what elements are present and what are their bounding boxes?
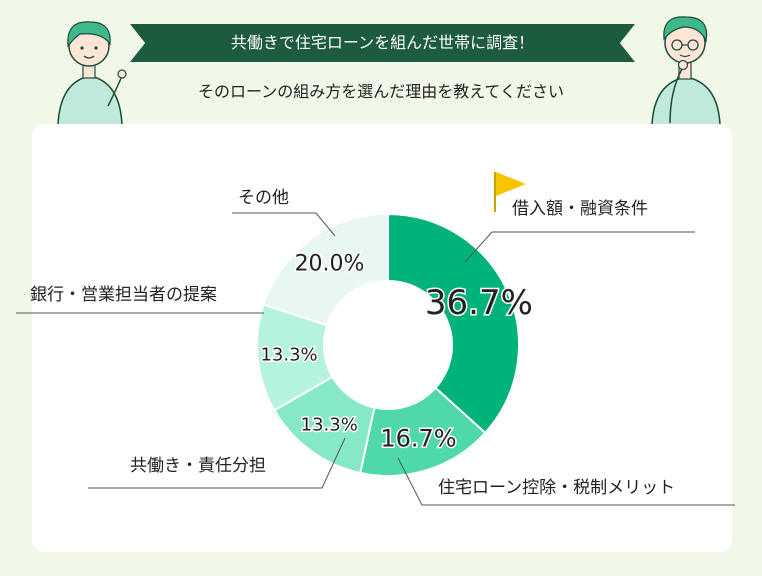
category-label: 住宅ローン控除・税制メリット [438, 478, 675, 498]
slice-value-label: 13.3% [301, 414, 358, 435]
category-label: 銀行・営業担当者の提案 [30, 285, 217, 305]
flag-icon [494, 172, 526, 212]
title-banner-text: 共働きで住宅ローンを組んだ世帯に調査！ [230, 33, 535, 52]
chart-card [32, 124, 732, 552]
category-label: その他 [238, 188, 289, 208]
leader-line [88, 437, 346, 489]
slice-value-label: 13.3% [260, 344, 317, 365]
woman-illustration [57, 21, 127, 125]
category-label: 共働き・責任分担 [130, 456, 266, 476]
donut-slice [387, 212, 520, 435]
slice-value-label: 20.0% [295, 252, 365, 277]
man-illustration [651, 16, 721, 125]
donut-slice [262, 212, 389, 327]
slice-value-label: 36.7% [425, 283, 533, 323]
question-subtitle: そのローンの組み方を選んだ理由を教えてください [198, 82, 564, 101]
slice-value-label: 16.7% [380, 425, 456, 453]
leader-line [397, 457, 735, 506]
leader-line [232, 212, 336, 237]
category-label: 借入額・融資条件 [512, 199, 648, 219]
leader-line [464, 231, 695, 263]
title-banner: 共働きで住宅ローンを組んだ世帯に調査！ [130, 24, 635, 62]
